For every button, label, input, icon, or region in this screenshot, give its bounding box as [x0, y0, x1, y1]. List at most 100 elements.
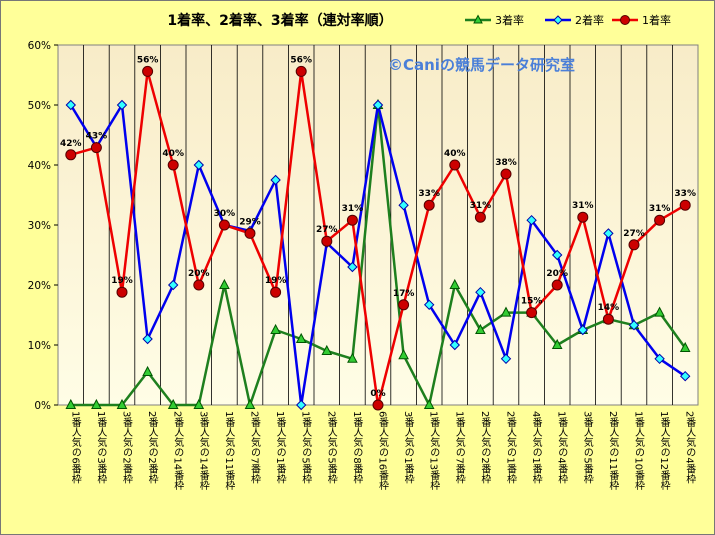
legend-label: 3着率	[495, 13, 524, 27]
data-label: 27%	[316, 225, 338, 235]
data-point	[679, 199, 691, 211]
data-point	[398, 199, 409, 211]
data-point	[321, 344, 333, 355]
data-point	[270, 323, 281, 334]
data-label: 27%	[623, 229, 645, 239]
data-point	[500, 306, 512, 317]
data-point	[295, 332, 307, 343]
data-point	[116, 398, 128, 409]
data-point	[193, 398, 205, 409]
x-tick-label: 1番人気の1番枠	[274, 411, 286, 485]
x-tick-label: 3番人気の2番枠	[121, 411, 133, 485]
data-point	[551, 279, 563, 291]
x-tick-label: 2番人気の14番枠	[172, 411, 184, 491]
data-label: 40%	[162, 149, 184, 159]
data-point	[244, 398, 256, 409]
data-point	[679, 370, 691, 382]
legend: 3着率 2着率 1着率	[465, 13, 671, 27]
data-point	[475, 323, 486, 334]
y-tick-label: 40%	[28, 160, 51, 172]
data-point	[142, 333, 153, 345]
plot-area: 0% 10% 20% 30% 40% 50% 60% 1番人気の6番枠 1番人気の3番枠 3番人気…	[28, 40, 699, 491]
chart-title: 1着率、2着率、3着率（連対率順）	[167, 12, 392, 29]
data-label: 56%	[137, 55, 159, 65]
x-tick-label: 2番人気の11番枠	[607, 411, 619, 491]
data-point	[449, 339, 461, 351]
data-point	[90, 142, 102, 154]
x-tick-label: 1番人気の11番枠	[223, 411, 235, 491]
data-label: 29%	[239, 217, 261, 227]
data-point	[193, 159, 205, 171]
data-point	[423, 398, 435, 409]
data-point	[167, 279, 179, 291]
data-label: 31%	[649, 204, 671, 214]
data-point	[91, 398, 102, 409]
legend-label: 1着率	[642, 13, 671, 27]
x-tick-label: 1番人気の3番枠	[95, 411, 107, 485]
data-point	[167, 159, 179, 171]
data-point	[423, 299, 435, 311]
data-point	[449, 278, 461, 289]
data-label: 20%	[546, 269, 568, 279]
y-tick-label: 10%	[28, 340, 51, 352]
data-label: 31%	[572, 201, 594, 211]
x-tick-label: 1番人気の10番枠	[633, 411, 645, 491]
x-tick-label: 1番人気の8番枠	[351, 411, 363, 485]
data-label: 30%	[214, 209, 236, 219]
data-point	[526, 307, 538, 319]
y-tick-label: 60%	[28, 40, 51, 52]
data-label: 15%	[521, 297, 543, 307]
data-point	[577, 211, 589, 223]
data-point	[193, 279, 205, 291]
data-point	[500, 168, 512, 180]
x-tick-label: 1番人気の13番枠	[428, 411, 440, 491]
x-tick-label: 2番人気の1番枠	[505, 411, 517, 485]
y-tick-label: 0%	[34, 400, 51, 412]
x-tick-label: 6番人気の16番枠	[377, 411, 389, 491]
data-point	[65, 398, 77, 409]
data-point	[449, 159, 461, 171]
y-tick-label: 50%	[28, 100, 51, 112]
data-point	[347, 352, 358, 363]
data-point	[500, 353, 512, 365]
data-point	[270, 286, 282, 298]
x-tick-label: 3番人気の5番枠	[581, 411, 593, 485]
x-tick-label: 1番人気の6番枠	[69, 411, 81, 485]
data-point	[116, 286, 128, 298]
x-tick-label: 1番人気の7番枠	[453, 411, 465, 485]
data-label: 19%	[265, 276, 287, 286]
x-tick-label: 3番人気の14番枠	[197, 411, 209, 491]
data-point	[628, 239, 640, 251]
x-tick-label: 3番人気の1番枠	[402, 411, 414, 485]
data-point	[551, 249, 563, 261]
data-point	[65, 99, 77, 111]
data-point	[577, 324, 589, 336]
data-label: 40%	[444, 149, 466, 159]
data-label: 33%	[674, 189, 696, 199]
data-point	[423, 199, 435, 211]
legend-marker	[473, 14, 483, 24]
data-point	[372, 399, 384, 411]
data-label: 43%	[86, 132, 108, 142]
data-label: 0%	[370, 389, 385, 399]
data-label: 19%	[111, 276, 133, 286]
data-point	[398, 349, 409, 360]
data-point	[679, 341, 691, 352]
data-point	[244, 227, 256, 239]
legend-label: 2着率	[575, 13, 604, 27]
data-point	[346, 214, 358, 226]
legend-marker	[620, 15, 630, 25]
data-point	[65, 149, 77, 161]
data-point	[551, 338, 563, 349]
data-point	[321, 235, 333, 247]
data-label: 31%	[470, 201, 492, 211]
data-point	[474, 211, 486, 223]
x-tick-label: 2番人気の7番枠	[249, 411, 261, 485]
legend-marker	[553, 15, 563, 25]
data-point	[372, 99, 384, 111]
y-tick-label: 20%	[28, 280, 51, 292]
data-point	[654, 353, 665, 365]
x-tick-label: 2番人気の2番枠	[146, 411, 158, 485]
x-tick-label: 2番人気の4番枠	[684, 411, 696, 485]
